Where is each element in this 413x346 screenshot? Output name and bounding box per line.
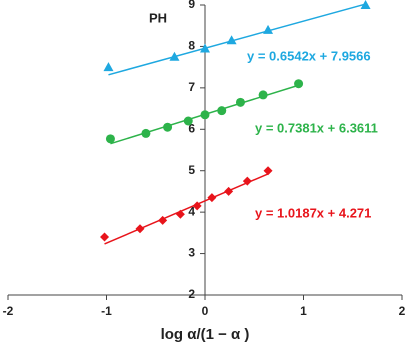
point: [200, 43, 210, 53]
y-tick-label: 3: [188, 246, 195, 260]
point: [207, 193, 217, 203]
point: [192, 201, 202, 211]
point: [103, 62, 114, 72]
point: [141, 128, 151, 138]
point: [183, 116, 193, 126]
y-tick-label: 7: [188, 80, 195, 94]
y-tick-label: 8: [188, 39, 195, 53]
point: [263, 166, 273, 176]
y-tick-label: 2: [188, 287, 195, 301]
point: [217, 106, 227, 116]
trendline-equation: y = 0.7381x + 6.3611: [255, 120, 378, 135]
point: [258, 90, 268, 100]
point: [235, 97, 245, 107]
y-tick-label: 6: [188, 121, 195, 135]
x-tick-label: 1: [300, 304, 307, 318]
point: [360, 0, 371, 9]
trendline: [104, 173, 269, 245]
x-axis-label: log α/(1 − α ): [161, 326, 250, 343]
trendline-equation: y = 1.0187x + 4.271: [255, 205, 371, 220]
x-tick-label: -2: [3, 304, 14, 318]
trendline: [108, 3, 366, 76]
point: [169, 51, 180, 61]
point: [226, 35, 237, 45]
y-tick-label: 4: [188, 204, 195, 218]
y-tick-label: 9: [188, 0, 195, 11]
point: [263, 24, 274, 34]
trendline-equation: y = 0.6542x + 7.9566: [247, 48, 371, 63]
point: [200, 110, 210, 120]
y-axis-label: PH: [149, 10, 167, 25]
point: [224, 186, 234, 196]
point: [158, 215, 168, 225]
x-tick-label: -1: [101, 304, 112, 318]
point: [135, 224, 145, 234]
x-tick-label: 0: [202, 304, 209, 318]
point: [163, 122, 173, 132]
point: [100, 232, 110, 242]
point: [175, 209, 185, 219]
x-tick-label: 2: [399, 304, 406, 318]
point: [105, 134, 115, 144]
point: [242, 176, 252, 186]
y-tick-label: 5: [188, 163, 195, 177]
point: [294, 79, 304, 89]
